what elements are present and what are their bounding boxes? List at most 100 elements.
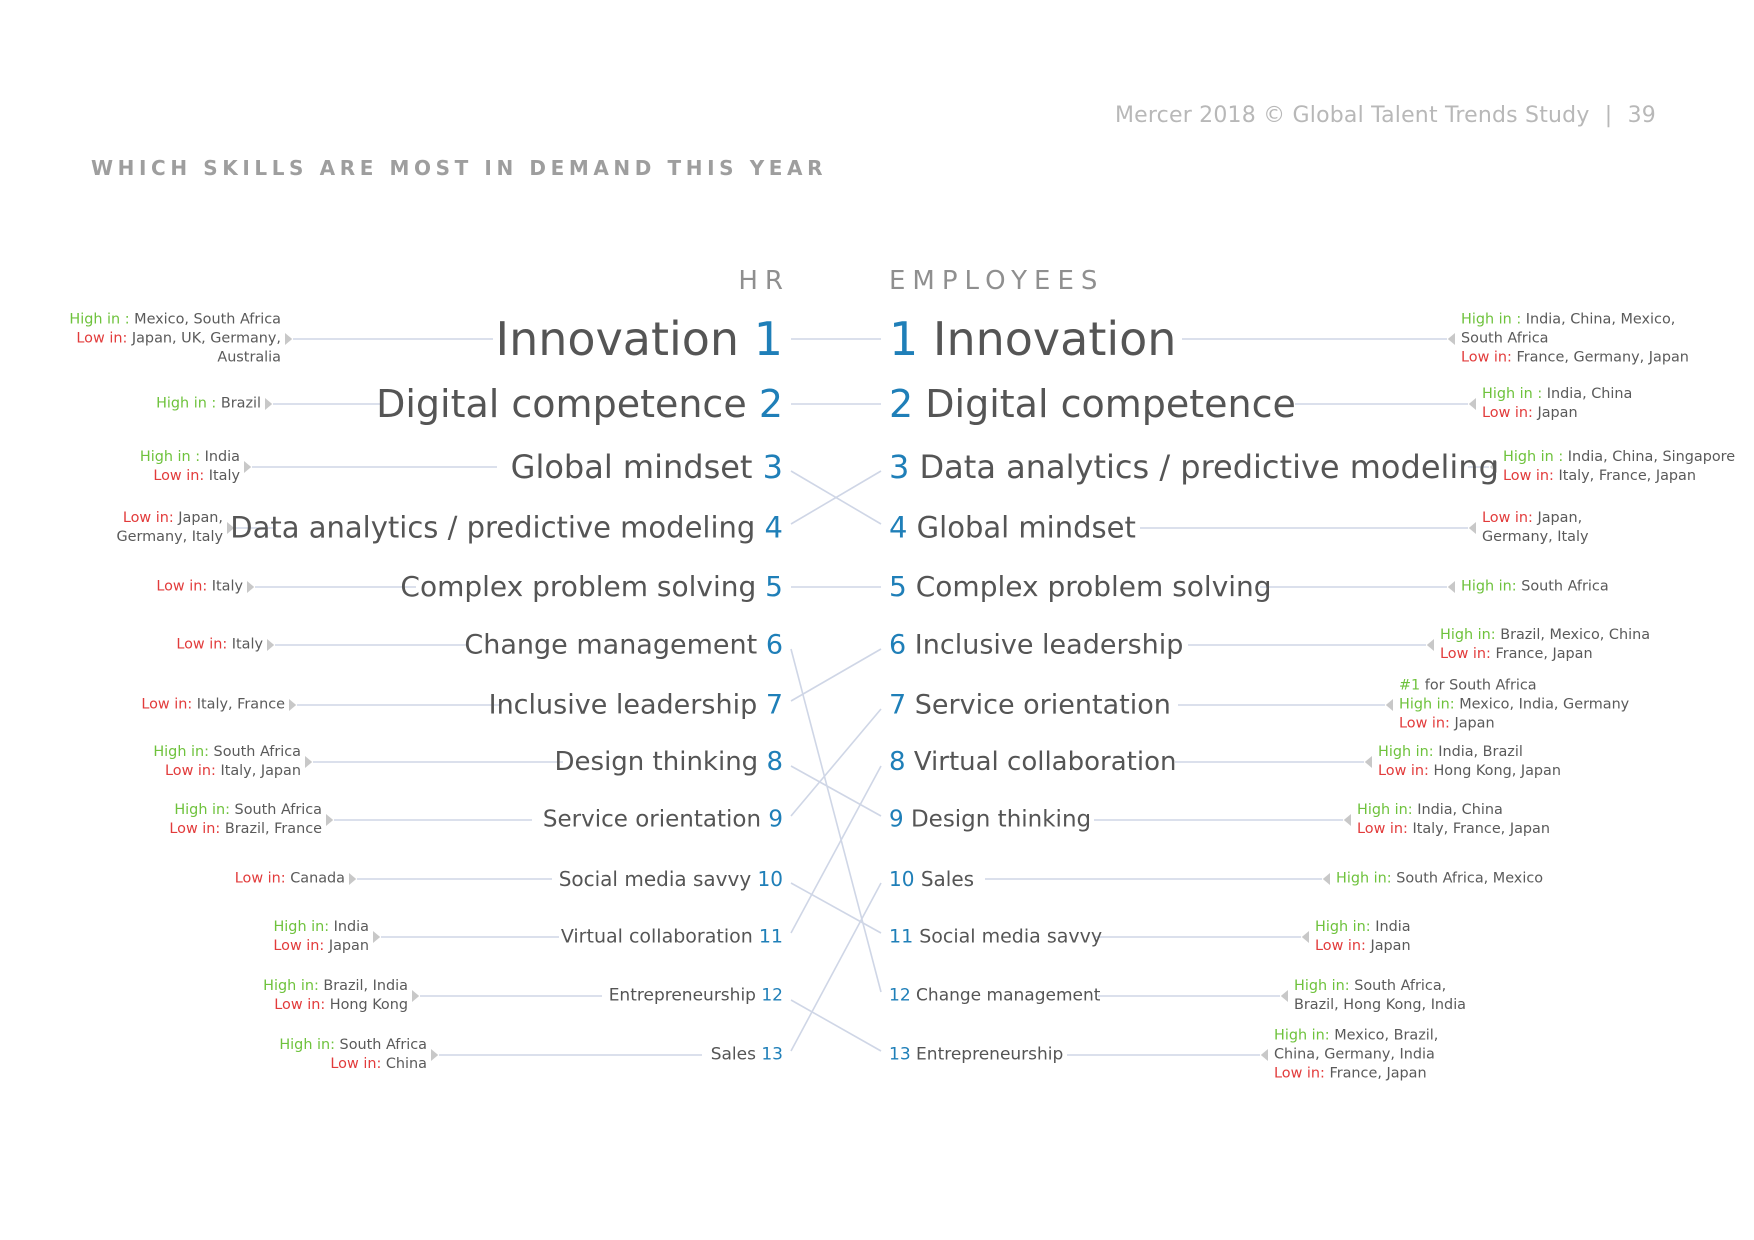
skill-name: Global mindset <box>510 448 753 486</box>
skill-name: Entrepreneurship <box>916 1044 1064 1065</box>
note-value: Brazil, France <box>220 821 322 837</box>
note-value: Italy, France, Japan <box>1407 821 1550 837</box>
note-line: #1 for South Africa <box>1399 677 1629 696</box>
skill-name: Social media savvy <box>558 867 752 891</box>
note-value: Japan, UK, Germany, <box>127 330 281 347</box>
rank-number: 6 <box>889 629 907 661</box>
rank-number: 10 <box>757 867 783 891</box>
skill-name: Sales <box>920 867 975 891</box>
low-in-label: Low in: <box>141 696 193 713</box>
rank-number: 2 <box>889 382 914 426</box>
low-in-label: Low in: <box>1378 763 1429 779</box>
rank-connector-9 <box>790 708 882 817</box>
note-value: Italy, France, Japan <box>1553 468 1696 484</box>
low-in-label: Low in: <box>156 578 208 595</box>
rank-connector-3 <box>790 470 882 525</box>
note-value: Japan <box>1365 938 1411 954</box>
hr-note-4: Low in: Japan, Germany, Italy <box>116 509 223 547</box>
employee-pointer-4 <box>1468 522 1476 534</box>
note-value: for South Africa <box>1420 677 1537 694</box>
note-value: Italy, Japan <box>215 763 301 779</box>
skill-name: Change management <box>464 629 758 661</box>
note-line: Low in: Italy, Japan <box>153 762 301 781</box>
rank-connector-12 <box>790 999 882 1052</box>
note-value: China, Germany, India <box>1274 1046 1435 1063</box>
high-in-label: High in: <box>263 978 319 994</box>
note-value: Brazil, Mexico, China <box>1495 627 1651 643</box>
rank-connector-4 <box>790 470 882 525</box>
employee-pointer-13 <box>1260 1049 1268 1061</box>
employee-note-6: High in: Brazil, Mexico, China Low in: Fr… <box>1440 626 1650 664</box>
hr-note-7: Low in: Italy, France <box>141 696 285 715</box>
note-line: High in : India, China, Mexico, <box>1461 311 1689 330</box>
note-value: Germany, Italy <box>116 529 223 545</box>
rank-number: 13 <box>889 1044 911 1065</box>
hr-note-12: High in: Brazil, India Low in: Hong Kong <box>263 977 408 1015</box>
employee-skill-3: 3 Data analytics / predictive modeling <box>889 451 1499 483</box>
employee-skill-12: 12 Change management <box>889 985 1101 1006</box>
rank-number: 12 <box>889 985 911 1006</box>
note-line: High in: Mexico, India, Germany <box>1399 696 1629 715</box>
note-line: High in: Brazil, India <box>263 977 408 996</box>
hr-note-3: High in : India Low in: Italy <box>140 448 240 486</box>
high-in-label: High in: <box>1461 578 1517 595</box>
note-line: Australia <box>69 349 281 368</box>
skill-name: Data analytics / predictive modeling <box>230 510 756 545</box>
employee-note-1: High in : India, China, Mexico, South Afr… <box>1461 311 1689 368</box>
rank-number: 7 <box>765 689 783 721</box>
note-value: South Africa <box>1516 578 1609 595</box>
hr-pointer-9 <box>326 814 334 826</box>
note-value: India, China <box>1542 386 1633 402</box>
high-in-label: High in: <box>273 919 330 935</box>
note-line: High in: India, China <box>1357 801 1550 820</box>
note-line: Low in: Hong Kong <box>263 996 408 1015</box>
high-in-label: High in: <box>1378 744 1434 760</box>
employee-skill-7: 7 Service orientation <box>889 692 1171 719</box>
hr-note-6: Low in: Italy <box>176 636 263 655</box>
note-value: Brazil, Hong Kong, India <box>1294 997 1467 1013</box>
note-value: Italy <box>227 636 263 653</box>
employee-pointer-1 <box>1447 333 1455 345</box>
rank-number: 10 <box>889 867 915 891</box>
employee-pointer-10 <box>1322 873 1330 885</box>
employee-pointer-11 <box>1301 931 1309 943</box>
rank-number: 8 <box>889 747 906 777</box>
note-line: High in : Mexico, South Africa <box>69 311 281 330</box>
rank-number: 9 <box>889 806 904 833</box>
skill-name: Virtual collaboration <box>560 925 753 948</box>
rank-number: 1 <box>753 312 783 366</box>
skill-name: Design thinking <box>910 806 1092 833</box>
rank-number: 4 <box>764 510 783 545</box>
note-value: Australia <box>217 349 281 366</box>
note-line: Germany, Italy <box>1482 528 1589 547</box>
high-in-label: High in: <box>1399 696 1455 713</box>
hr-skill-7: Inclusive leadership 7 <box>489 692 783 719</box>
skill-name: Change management <box>916 985 1101 1006</box>
high-in-label: High in : <box>1482 386 1543 402</box>
note-line: Low in: Hong Kong, Japan <box>1378 762 1561 781</box>
note-line: Low in: France, Japan <box>1440 645 1650 664</box>
note-line: High in: South Africa, Mexico <box>1336 870 1543 889</box>
hr-note-9: High in: South Africa Low in: Brazil, Fra… <box>169 801 322 839</box>
low-in-label: Low in: <box>330 1056 382 1072</box>
hr-skill-5: Complex problem solving 5 <box>400 573 783 601</box>
note-value: Canada <box>285 870 345 887</box>
hr-note-10: Low in: Canada <box>235 870 345 889</box>
note-value: Mexico, India, Germany <box>1454 696 1630 713</box>
hr-pointer-10 <box>349 873 357 885</box>
employee-skill-5: 5 Complex problem solving <box>889 573 1272 601</box>
note-line: Low in: Japan <box>1399 715 1629 734</box>
skill-name: Global mindset <box>916 510 1136 545</box>
rank-number: 3 <box>889 448 910 486</box>
employee-note-3: High in : India, China, Singapore Low in:… <box>1503 448 1735 486</box>
skill-name: Data analytics / predictive modeling <box>919 448 1499 486</box>
rank-number: 11 <box>889 925 914 948</box>
note-line: Low in: Italy, France, Japan <box>1503 467 1735 486</box>
employee-note-11: High in: India Low in: Japan <box>1315 918 1411 956</box>
hr-skill-10: Social media savvy 10 <box>559 869 783 889</box>
high-in-label: High in : <box>1503 449 1564 465</box>
high-in-label: High in: <box>1336 870 1392 887</box>
note-line: High in: Brazil, Mexico, China <box>1440 626 1650 645</box>
high-in-label: High in : <box>156 395 217 412</box>
note-value: South Africa <box>1461 330 1549 347</box>
